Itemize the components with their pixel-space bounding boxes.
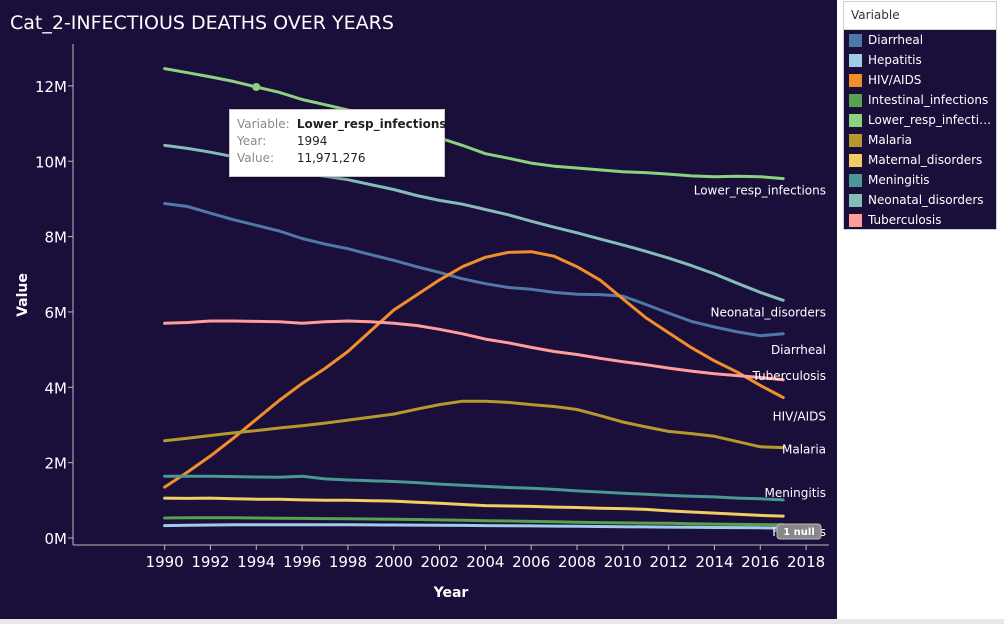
chart-title: Cat_2-INFECTIOUS DEATHS OVER YEARS <box>10 12 394 34</box>
legend-label: Lower_resp_infections <box>868 113 993 127</box>
legend-label: Maternal_disorders <box>868 153 983 167</box>
legend-swatch <box>849 53 862 67</box>
legend-item[interactable]: Tuberculosis <box>844 210 996 230</box>
x-tick-label: 2000 <box>375 553 413 571</box>
legend-item[interactable]: Maternal_disorders <box>844 150 996 170</box>
y-axis-label: Value <box>15 273 31 317</box>
legend-item[interactable]: Diarrheal <box>844 30 996 50</box>
series-end-label: Meningitis <box>764 486 826 500</box>
bottom-strip <box>0 619 1004 624</box>
null-badge-label: 1 null <box>783 527 815 538</box>
legend-swatch <box>849 213 862 227</box>
legend: Variable Diarrheal Hepatitis HIV/AIDS Intes… <box>843 1 997 230</box>
x-tick-label: 1998 <box>329 553 367 571</box>
series-line-malaria[interactable] <box>163 399 785 450</box>
legend-label: Neonatal_disorders <box>868 193 984 207</box>
x-tick-label: 1994 <box>237 553 275 571</box>
series-line-intestinal-infections[interactable] <box>163 516 785 527</box>
x-axis-label: Year <box>433 585 469 601</box>
x-tick-label: 2018 <box>787 553 825 571</box>
y-tick-label: 4M <box>45 379 68 397</box>
tooltip-value: 1994 <box>296 134 328 148</box>
legend-swatch <box>849 33 862 47</box>
legend-item[interactable]: Hepatitis <box>844 50 996 70</box>
x-tick-label: 2002 <box>420 553 458 571</box>
legend-label: Intestinal_infections <box>868 93 989 107</box>
legend-item[interactable]: Malaria <box>844 130 996 150</box>
x-tick-label: 2016 <box>741 553 779 571</box>
x-tick-label: 1996 <box>283 553 321 571</box>
x-tick-label: 2012 <box>650 553 688 571</box>
tooltip-value: Lower_resp_infections <box>296 117 447 131</box>
series-end-label: Neonatal_disorders <box>710 305 826 319</box>
y-tick-label: 12M <box>35 78 67 96</box>
series-line-lower-resp-infections[interactable] <box>163 67 785 181</box>
y-tick-label: 2M <box>45 455 68 473</box>
legend-swatch <box>849 73 862 87</box>
tooltip-key: Variable: <box>237 117 290 131</box>
x-tick-label: 2014 <box>695 553 733 571</box>
legend-label: Hepatitis <box>868 53 922 67</box>
legend-title: Variable <box>844 2 996 30</box>
legend-swatch <box>849 173 862 187</box>
legend-swatch <box>849 193 862 207</box>
hover-point[interactable] <box>252 82 261 91</box>
legend-label: Diarrheal <box>868 33 924 47</box>
series-line-diarrheal[interactable] <box>163 202 785 338</box>
legend-item[interactable]: Meningitis <box>844 170 996 190</box>
tooltip-row-value: Value: 11,971,276 <box>237 151 444 168</box>
legend-item[interactable]: Neonatal_disorders <box>844 190 996 210</box>
series-line-hiv-aids[interactable] <box>163 250 785 489</box>
legend-item[interactable]: Intestinal_infections <box>844 90 996 110</box>
legend-swatch <box>849 153 862 167</box>
tooltip-row-variable: Variable: Lower_resp_infections <box>237 117 447 134</box>
x-tick-label: 1992 <box>191 553 229 571</box>
series-end-label: Lower_resp_infections <box>694 184 826 198</box>
x-tick-label: 2004 <box>466 553 504 571</box>
y-tick-label: 8M <box>45 229 68 247</box>
series-line-hepatitis[interactable] <box>163 523 785 530</box>
series-line-meningitis[interactable] <box>163 474 785 502</box>
legend-label: Malaria <box>868 133 913 147</box>
tooltip-row-year: Year: 1994 <box>237 134 444 151</box>
y-tick-label: 0M <box>45 530 68 548</box>
tooltip-value: 11,971,276 <box>296 151 366 165</box>
legend-swatch <box>849 93 862 107</box>
legend-swatch <box>849 133 862 147</box>
x-tick-label: 1990 <box>146 553 184 571</box>
series-end-label: Tuberculosis <box>752 369 827 383</box>
legend-label: Tuberculosis <box>868 213 942 227</box>
legend-label: Meningitis <box>868 173 930 187</box>
y-tick-label: 6M <box>45 304 68 322</box>
legend-items: Diarrheal Hepatitis HIV/AIDS Intestinal_inf… <box>844 30 996 230</box>
legend-item[interactable]: Lower_resp_infections <box>844 110 996 130</box>
hover-tooltip: Variable: Lower_resp_infections Year: 19… <box>229 109 447 177</box>
chart-panel: Cat_2-INFECTIOUS DEATHS OVER YEARS 0M 2M 4… <box>0 0 837 619</box>
series-line-maternal-disorders[interactable] <box>163 496 785 518</box>
x-tick-label: 2010 <box>604 553 642 571</box>
line-chart[interactable]: 0M 2M 4M 6M 8M 10M 12M 1990 1992 1994 1996 1998 2000… <box>0 0 837 619</box>
series-end-label: Malaria <box>782 443 826 457</box>
legend-swatch <box>849 113 862 127</box>
series-line-tuberculosis[interactable] <box>163 319 785 382</box>
series-end-label: HIV/AIDS <box>773 409 826 423</box>
x-tick-label: 2008 <box>558 553 596 571</box>
tooltip-key: Value: <box>237 151 274 165</box>
legend-item[interactable]: HIV/AIDS <box>844 70 996 90</box>
y-tick-label: 10M <box>35 153 67 171</box>
legend-label: HIV/AIDS <box>868 73 922 87</box>
tooltip-key: Year: <box>237 134 267 148</box>
null-badge[interactable] <box>776 523 822 540</box>
x-tick-label: 2006 <box>512 553 550 571</box>
series-end-label: Diarrheal <box>771 343 826 357</box>
